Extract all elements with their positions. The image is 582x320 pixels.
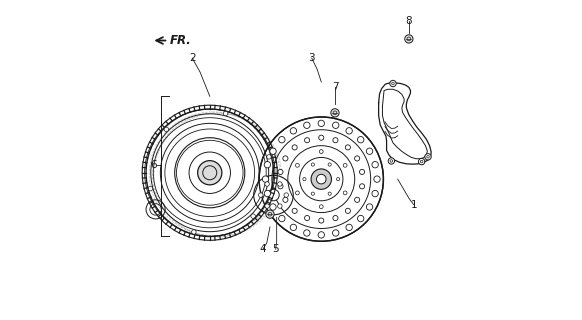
Circle shape (331, 109, 339, 117)
Circle shape (266, 210, 274, 218)
Text: 3: 3 (308, 53, 315, 63)
Text: 6: 6 (150, 160, 157, 170)
Circle shape (390, 80, 396, 87)
Circle shape (318, 232, 324, 238)
Circle shape (259, 117, 384, 241)
Circle shape (346, 224, 352, 231)
Circle shape (265, 182, 269, 186)
Circle shape (318, 120, 324, 126)
Circle shape (296, 191, 299, 195)
Circle shape (265, 204, 269, 208)
Circle shape (336, 178, 340, 181)
Circle shape (278, 204, 282, 208)
Circle shape (268, 189, 279, 201)
Circle shape (357, 215, 364, 222)
Circle shape (332, 122, 339, 128)
Text: 1: 1 (410, 200, 417, 210)
Text: 2: 2 (189, 53, 196, 63)
Circle shape (372, 162, 378, 168)
Circle shape (343, 191, 347, 195)
Text: 5: 5 (272, 244, 279, 254)
Text: 4: 4 (260, 244, 267, 254)
Circle shape (328, 192, 331, 195)
Circle shape (267, 155, 271, 159)
Circle shape (357, 137, 364, 143)
Circle shape (254, 175, 293, 215)
Circle shape (148, 186, 152, 191)
Circle shape (388, 158, 395, 164)
Text: FR.: FR. (170, 34, 191, 47)
Circle shape (320, 150, 323, 154)
Circle shape (332, 230, 339, 236)
Circle shape (278, 182, 282, 186)
Circle shape (319, 218, 324, 223)
Circle shape (366, 204, 372, 210)
Circle shape (283, 197, 288, 202)
Circle shape (304, 122, 310, 128)
Circle shape (290, 224, 297, 231)
Circle shape (372, 190, 378, 197)
Circle shape (346, 128, 352, 134)
Circle shape (262, 176, 269, 182)
Circle shape (278, 169, 283, 174)
Circle shape (366, 148, 372, 155)
Circle shape (283, 156, 288, 161)
Circle shape (284, 193, 289, 197)
Circle shape (333, 138, 338, 143)
Circle shape (304, 138, 310, 143)
Circle shape (319, 135, 324, 140)
Text: 7: 7 (332, 82, 338, 92)
Circle shape (360, 169, 364, 174)
Circle shape (292, 208, 297, 213)
Circle shape (198, 161, 222, 185)
Circle shape (333, 215, 338, 220)
Circle shape (328, 163, 331, 166)
Circle shape (374, 176, 380, 182)
Circle shape (251, 214, 255, 218)
Circle shape (354, 156, 360, 161)
Circle shape (258, 193, 263, 197)
Circle shape (311, 192, 314, 195)
Circle shape (303, 178, 306, 181)
Circle shape (270, 148, 276, 155)
Circle shape (345, 208, 350, 213)
Circle shape (345, 145, 350, 150)
Circle shape (404, 35, 413, 43)
Circle shape (320, 205, 323, 209)
Circle shape (191, 230, 196, 234)
Circle shape (360, 184, 364, 189)
Circle shape (290, 128, 297, 134)
Circle shape (296, 164, 299, 167)
Circle shape (354, 197, 360, 202)
Circle shape (264, 162, 271, 168)
Circle shape (425, 154, 431, 160)
Circle shape (223, 111, 228, 116)
Circle shape (279, 215, 285, 222)
Circle shape (278, 184, 283, 189)
Circle shape (418, 158, 425, 165)
Circle shape (142, 105, 277, 240)
Circle shape (304, 215, 310, 220)
Circle shape (343, 164, 347, 167)
Circle shape (279, 137, 285, 143)
Circle shape (311, 169, 332, 189)
Circle shape (164, 127, 169, 132)
Text: 8: 8 (406, 16, 412, 27)
Circle shape (264, 190, 271, 197)
Circle shape (311, 163, 314, 166)
Circle shape (304, 230, 310, 236)
Circle shape (270, 204, 276, 210)
Circle shape (292, 145, 297, 150)
Circle shape (317, 174, 326, 184)
